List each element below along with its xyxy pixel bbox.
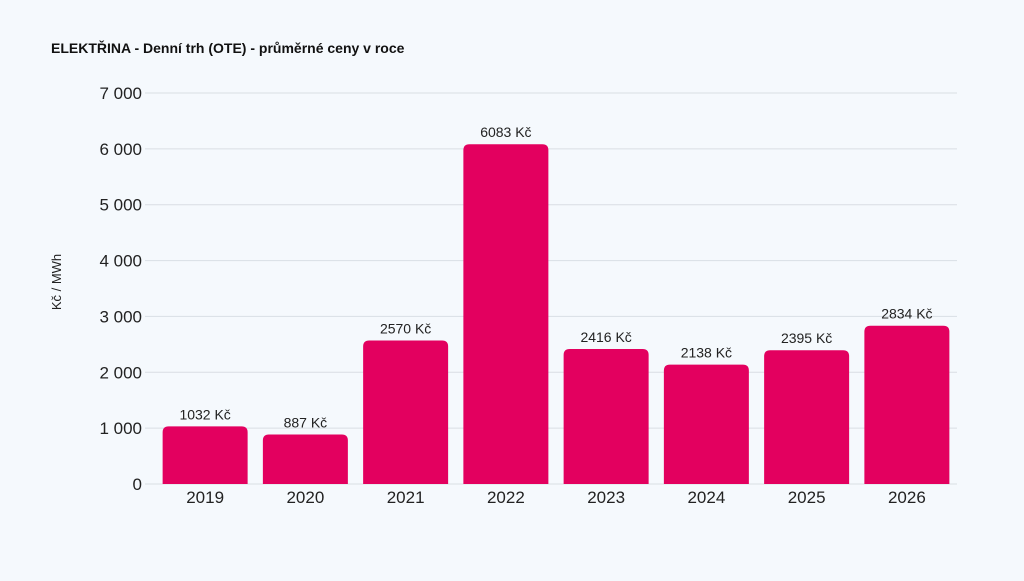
- data-label: 2570 Kč: [380, 320, 431, 336]
- bar-2021: [363, 340, 449, 484]
- data-label: 1032 Kč: [179, 406, 230, 422]
- x-tick-label: 2019: [186, 488, 224, 507]
- bar-2022: [463, 144, 549, 484]
- gridlines: [145, 92, 957, 485]
- x-tick-label: 2023: [587, 488, 625, 507]
- x-tick-label: 2024: [687, 488, 725, 507]
- y-tick-label: 6 000: [99, 140, 142, 159]
- bar-2024: [663, 364, 749, 484]
- y-tick-label: 2 000: [99, 363, 142, 382]
- y-tick-label: 0: [133, 475, 142, 494]
- bar-2019: [162, 426, 248, 484]
- y-tick-label: 1 000: [99, 419, 142, 438]
- x-tick-label: 2026: [888, 488, 926, 507]
- bar-2026: [864, 325, 950, 484]
- data-label: 2138 Kč: [681, 345, 732, 361]
- data-label: 2395 Kč: [781, 330, 832, 346]
- data-label: 2834 Kč: [881, 306, 932, 322]
- bars: [162, 144, 950, 484]
- x-tick-label: 2022: [487, 488, 525, 507]
- x-axis-ticks: 2019 2020 2021 2022 2023 2024 2025 2026: [186, 488, 926, 507]
- bar-2020: [262, 434, 348, 484]
- data-label: 887 Kč: [284, 414, 328, 430]
- x-tick-label: 2025: [788, 488, 826, 507]
- bar-2025: [764, 350, 850, 484]
- y-axis-ticks: 0 1 000 2 000 3 000 4 000 5 000 6 000 7 000: [99, 84, 142, 494]
- y-axis-label: Kč / MWh: [49, 254, 64, 310]
- y-tick-label: 3 000: [99, 307, 142, 326]
- x-tick-label: 2020: [286, 488, 324, 507]
- chart-title: ELEKTŘINA - Denní trh (OTE) - průměrné c…: [51, 40, 405, 56]
- y-tick-label: 5 000: [99, 196, 142, 215]
- x-tick-label: 2021: [387, 488, 425, 507]
- y-tick-label: 4 000: [99, 252, 142, 271]
- data-labels: 1032 Kč 887 Kč 2570 Kč 6083 Kč 2416 Kč 2138 K…: [179, 124, 932, 430]
- data-label: 2416 Kč: [580, 329, 631, 345]
- data-label: 6083 Kč: [480, 124, 531, 140]
- y-tick-label: 7 000: [99, 84, 142, 103]
- bar-2023: [563, 349, 649, 484]
